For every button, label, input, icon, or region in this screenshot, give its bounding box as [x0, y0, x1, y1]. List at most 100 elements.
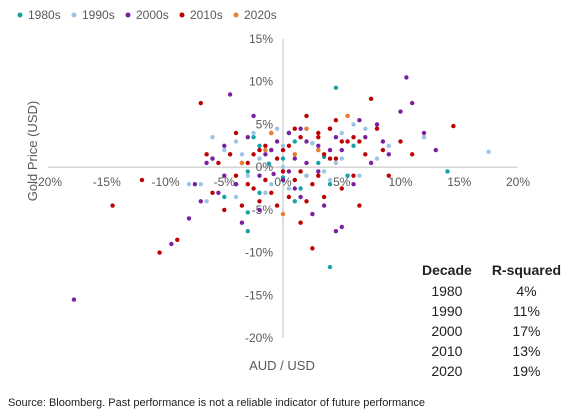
data-point-2000s	[404, 75, 409, 80]
data-point-2000s	[271, 171, 276, 177]
data-point-2000s	[227, 92, 233, 97]
data-point-2000s	[274, 139, 280, 144]
data-point-2000s	[286, 130, 292, 136]
data-point-1990s	[363, 126, 368, 131]
data-point-1990s	[304, 173, 309, 178]
data-point-2010s	[304, 113, 309, 119]
data-point-2000s	[304, 139, 309, 144]
data-point-2000s	[292, 156, 297, 161]
y-tick-label: -15%	[245, 288, 273, 302]
data-point-2010s	[357, 203, 362, 208]
data-point-1980s	[298, 186, 303, 191]
data-point-2000s	[351, 182, 356, 187]
data-point-1990s	[204, 199, 209, 204]
source-note: Source: Bloomberg. Past performance is n…	[8, 397, 425, 409]
data-point-2010s	[380, 147, 386, 153]
data-point-1990s	[280, 164, 286, 170]
data-point-1980s	[245, 169, 250, 174]
data-point-2010s	[298, 220, 303, 225]
data-point-2010s	[222, 207, 227, 213]
data-point-2000s	[286, 169, 292, 174]
r-squared-header: R-squared	[491, 262, 562, 278]
data-point-1990s	[222, 147, 227, 153]
data-point-2000s	[192, 182, 198, 187]
data-point-2010s	[339, 139, 344, 144]
data-point-2010s	[286, 143, 292, 148]
data-point-2010s	[351, 135, 356, 140]
y-tick-label: 15%	[249, 32, 273, 46]
data-point-2010s	[316, 135, 321, 140]
decade-cell: 1990	[431, 303, 463, 319]
data-point-1990s	[310, 141, 315, 146]
x-tick-label: 5%	[333, 175, 351, 189]
data-point-1990s	[239, 152, 245, 157]
data-point-2000s	[363, 135, 368, 140]
data-point-1990s	[421, 135, 427, 140]
data-point-2010s	[257, 199, 262, 204]
data-point-2010s	[274, 203, 280, 208]
table-row: 2000 17%	[412, 321, 571, 341]
data-point-2000s	[245, 135, 250, 140]
data-point-2010s	[321, 194, 327, 200]
y-axis-title: Gold Price (USD)	[25, 101, 40, 201]
data-point-2020s	[292, 152, 297, 157]
data-point-1980s	[251, 135, 256, 140]
data-point-1990s	[233, 194, 239, 200]
data-point-1990s	[210, 135, 215, 140]
data-point-2000s	[398, 109, 403, 114]
legend-marker-1980s	[17, 12, 23, 18]
x-tick-label: -15%	[93, 175, 121, 189]
legend-marker-1990s	[71, 12, 77, 18]
data-point-1990s	[486, 149, 491, 154]
data-point-2010s	[321, 152, 327, 157]
table-row: 1990 11%	[412, 301, 571, 321]
data-point-2000s	[410, 100, 415, 106]
data-point-2010s	[316, 173, 321, 178]
data-point-2010s	[451, 123, 456, 129]
legend-label-2010s: 2010s	[190, 8, 223, 22]
data-point-2000s	[333, 229, 339, 234]
r-squared-cell: 19%	[512, 363, 541, 379]
data-point-2020s	[263, 147, 268, 153]
data-point-2000s	[222, 173, 227, 178]
data-point-2020s	[239, 160, 245, 166]
data-point-1990s	[327, 177, 333, 183]
data-point-2000s	[280, 177, 286, 183]
data-point-1980s	[222, 194, 227, 200]
data-point-1990s	[280, 143, 286, 148]
data-point-1980s	[333, 85, 339, 90]
x-tick-label: 10%	[388, 175, 412, 189]
data-point-1990s	[233, 139, 239, 144]
data-point-1980s	[257, 143, 262, 148]
r-squared-cell: 13%	[512, 343, 541, 359]
data-point-1980s	[345, 173, 350, 178]
data-point-2010s	[216, 160, 221, 166]
data-point-2000s	[316, 143, 321, 148]
data-point-2000s	[169, 241, 174, 247]
data-point-2000s	[222, 143, 227, 148]
data-point-2000s	[321, 203, 327, 208]
data-point-2010s	[280, 147, 286, 153]
data-point-1990s	[198, 182, 203, 187]
data-point-1980s	[292, 199, 297, 204]
data-point-1990s	[251, 130, 256, 136]
r-squared-cell: 4%	[516, 283, 537, 299]
data-point-2010s	[339, 186, 344, 191]
data-point-2010s	[257, 147, 262, 153]
data-point-2010s	[210, 190, 215, 195]
x-tick-label: -5%	[214, 175, 236, 189]
legend: 1980s 1990s 2000s 2010s 2020s	[17, 8, 277, 22]
data-point-2020s	[316, 147, 321, 153]
data-point-2010s	[410, 152, 415, 157]
data-point-2010s	[327, 156, 333, 161]
data-point-2010s	[198, 100, 203, 106]
data-point-2010s	[357, 139, 362, 144]
data-point-2010s	[251, 152, 256, 157]
data-point-2020s	[304, 126, 309, 131]
data-point-2000s	[239, 220, 245, 225]
data-point-2000s	[198, 199, 203, 204]
data-point-2000s	[357, 118, 362, 123]
data-point-2000s	[186, 216, 192, 221]
data-point-2010s	[233, 173, 239, 178]
data-point-2010s	[110, 203, 115, 208]
